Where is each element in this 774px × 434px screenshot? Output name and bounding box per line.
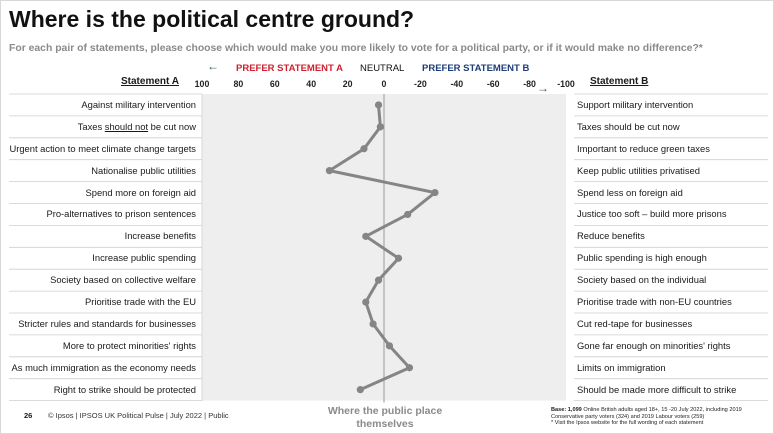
prefer-statement-b-label: PREFER STATEMENT B	[422, 63, 530, 74]
statement-b-item: Limits on immigration	[577, 361, 666, 373]
statement-a-item: Increase benefits	[124, 230, 196, 242]
data-point	[356, 386, 364, 394]
statement-b-item: Reduce benefits	[577, 230, 645, 242]
statement-a-item: Nationalise public utilities	[91, 164, 196, 176]
data-point	[374, 276, 383, 284]
neutral-label: NEUTRAL	[360, 63, 405, 74]
statement-b-item: Public spending is high enough	[577, 252, 707, 264]
statement-b-item: Should be made more difficult to strike	[577, 383, 737, 395]
statement-b-item: Prioritise trade with non-EU countries	[577, 296, 732, 308]
statement-a-heading: Statement A	[121, 76, 179, 87]
statement-b-item: Important to reduce green taxes	[577, 142, 710, 154]
x-tick-label: -80	[523, 79, 536, 89]
x-tick-label: -60	[487, 79, 500, 89]
statement-b-item: Cut red-tape for businesses	[577, 317, 693, 329]
data-point	[325, 167, 333, 175]
page-number: 26	[24, 411, 33, 420]
statement-b-item: Taxes should be cut now	[577, 120, 680, 132]
statement-a-item: Right to strike should be protected	[53, 383, 196, 395]
data-point	[362, 232, 370, 240]
x-tick-label: 60	[270, 79, 280, 89]
data-point	[405, 364, 414, 372]
data-point	[360, 145, 368, 153]
base-count: Base: 1,099	[551, 407, 582, 413]
x-tick-label: 20	[343, 79, 353, 89]
statement-b-item: Support military intervention	[577, 98, 694, 110]
statement-a-item: Spend more on foreign aid	[85, 186, 197, 198]
prefer-statement-a-label: PREFER STATEMENT A	[236, 63, 343, 74]
statement-a-item: Increase public spending	[92, 252, 196, 264]
data-point	[369, 320, 377, 328]
x-tick-label: -100	[557, 79, 575, 89]
statement-a-item: Urgent action to meet climate change tar…	[9, 142, 196, 154]
data-point	[431, 188, 439, 197]
statement-b-item: Society based on the individual	[577, 274, 707, 286]
subtitle: For each pair of statements, please choo…	[9, 43, 703, 54]
x-tick-label: 100	[195, 79, 210, 89]
statement-b-item: Spend less on foreign aid	[577, 186, 683, 198]
data-point	[385, 342, 394, 350]
statement-b-item: Justice too soft – build more prisons	[577, 208, 727, 220]
series-line	[327, 104, 437, 391]
data-point	[394, 254, 403, 262]
statement-b-item: Gone far enough on minorities' rights	[577, 339, 731, 351]
x-tick-label: 0	[382, 79, 387, 89]
statement-b-heading: Statement B	[590, 76, 649, 87]
statement-a-item: Stricter rules and standards for busines…	[18, 317, 196, 329]
statement-a-item: Prioritise trade with the EU	[85, 296, 196, 308]
x-tick-label: 80	[234, 79, 244, 89]
bottom-axis-label: Where the public place themselves	[327, 405, 443, 430]
statement-a-item: Society based on collective welfare	[50, 274, 196, 286]
statement-a-item: Pro-alternatives to prison sentences	[46, 208, 196, 220]
data-point	[376, 123, 384, 131]
statement-a-item: Against military intervention	[81, 98, 196, 110]
arrow-right-icon: →	[537, 81, 549, 95]
data-point	[362, 298, 370, 306]
base-description: Online British adults aged 18+, 15 -20 J…	[551, 407, 742, 420]
data-point	[404, 210, 412, 219]
arrow-left-icon: ←	[207, 59, 219, 73]
statement-a-item: As much immigration as the economy needs	[11, 361, 196, 373]
x-tick-label: 40	[306, 79, 316, 89]
statement-a-item: More to protect minorities' rights	[62, 339, 196, 351]
statement-a-item: Taxes should not be cut now	[77, 120, 196, 132]
statement-b-item: Keep public utilities privatised	[577, 164, 700, 176]
page-title: Where is the political centre ground?	[9, 6, 415, 32]
x-tick-label: -40	[450, 79, 463, 89]
x-tick-label: -20	[414, 79, 427, 89]
base-note: Base: 1,099 Online British adults aged 1…	[551, 407, 766, 427]
footer-copyright: © Ipsos | IPSOS UK Political Pulse | Jul…	[48, 411, 229, 420]
data-point	[374, 101, 383, 109]
base-footnote: * Visit the Ipsos website for the full w…	[551, 420, 704, 427]
